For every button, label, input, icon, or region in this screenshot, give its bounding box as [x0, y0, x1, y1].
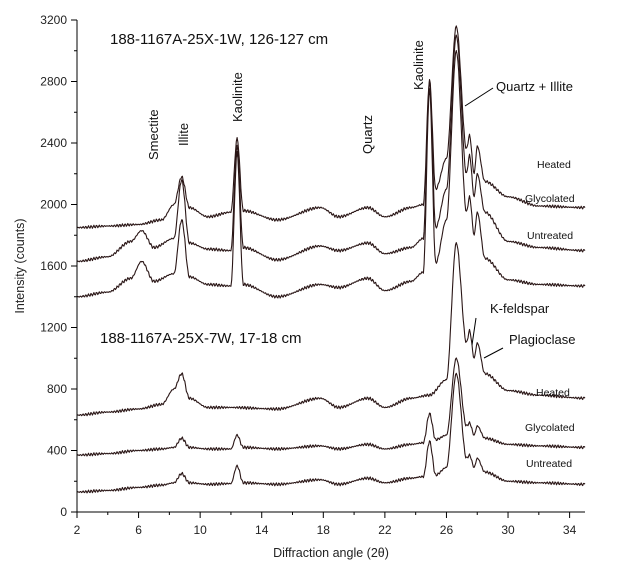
peak-label-kaolinite-1: Kaolinite	[230, 72, 245, 122]
x-tick-label: 2	[74, 523, 81, 537]
curve-label-upper-heated: Heated	[537, 159, 571, 171]
series-line-lower-heated	[76, 242, 586, 417]
y-tick-label: 3200	[40, 13, 67, 27]
peak-label-k-feldspar: K-feldspar	[490, 301, 550, 316]
x-tick-label: 10	[193, 523, 207, 537]
series-line-upper-untreated	[76, 49, 586, 299]
curve-layer	[76, 25, 586, 494]
y-tick-label: 400	[47, 444, 67, 458]
peak-label-illite: Illite	[176, 123, 191, 146]
y-axis-title: Intensity (counts)	[13, 218, 27, 313]
y-tick-label: 2000	[40, 198, 67, 212]
x-axis-title: Diffraction angle (2θ)	[273, 546, 389, 560]
curve-label-lower-glycolated: Glycolated	[525, 422, 575, 434]
sample-title-upper: 188-1167A-25X-1W, 126-127 cm	[110, 31, 328, 48]
y-tick-label: 1600	[40, 259, 67, 273]
x-tick-label: 6	[135, 523, 142, 537]
y-tick-label: 1200	[40, 321, 67, 335]
series-line-lower-untreated	[76, 372, 586, 494]
pointer-plagioclase	[483, 347, 504, 359]
series-line-lower-glycolated	[76, 357, 586, 457]
curve-label-lower-heated: Heated	[536, 387, 570, 399]
curve-label-upper-untreated: Untreated	[527, 230, 573, 242]
x-tick-label: 14	[255, 523, 269, 537]
peak-label-kaolinite-2: Kaolinite	[411, 40, 426, 90]
peak-label-quartz: Quartz	[360, 115, 375, 154]
peak-label-smectite: Smectite	[146, 109, 161, 160]
sample-title-lower: 188-1167A-25X-7W, 17-18 cm	[100, 330, 302, 347]
curve-label-lower-untreated: Untreated	[526, 458, 572, 470]
series-line-upper-heated	[76, 25, 586, 230]
x-tick-label: 34	[563, 523, 577, 537]
tick-layer: 2 6 10 14 18 22 26 30 34040080012001600200024002…	[40, 13, 576, 537]
x-tick-label: 22	[378, 523, 392, 537]
pointer-k-feldspar	[471, 317, 477, 346]
peak-label-plagioclase: Plagioclase	[509, 332, 576, 347]
y-tick-label: 800	[47, 382, 67, 396]
x-tick-label: 30	[501, 523, 515, 537]
y-tick-label: 2800	[40, 75, 67, 89]
x-tick-label: 26	[440, 523, 454, 537]
y-tick-label: 2400	[40, 136, 67, 150]
series-line-upper-glycolated	[76, 34, 586, 263]
peak-label-quartz-illite: Quartz + Illite	[496, 79, 573, 94]
y-tick-label: 0	[60, 505, 67, 519]
x-tick-label: 18	[317, 523, 331, 537]
pointer-quartz-illite	[464, 87, 494, 107]
curve-label-upper-glycolated: Glycolated	[525, 193, 575, 205]
